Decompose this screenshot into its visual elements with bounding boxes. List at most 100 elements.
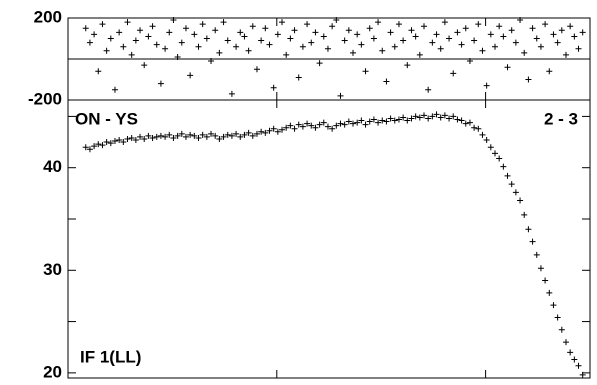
point — [491, 43, 498, 50]
point — [387, 115, 394, 122]
point — [446, 115, 453, 122]
point — [320, 33, 327, 40]
point — [533, 35, 540, 42]
point — [187, 131, 194, 138]
point — [103, 139, 110, 146]
point — [558, 27, 565, 34]
point — [203, 133, 210, 140]
point — [533, 251, 540, 258]
point — [567, 349, 574, 356]
point — [287, 122, 294, 129]
point — [208, 58, 215, 65]
point — [329, 125, 336, 132]
point — [517, 17, 524, 24]
point — [408, 27, 415, 34]
point — [508, 181, 515, 188]
point — [287, 35, 294, 42]
point — [266, 127, 273, 134]
point — [337, 120, 344, 127]
point — [216, 49, 223, 56]
point — [412, 113, 419, 120]
point — [199, 21, 206, 28]
point — [162, 133, 169, 140]
annotation: ON - YS — [75, 109, 138, 128]
point — [324, 123, 331, 130]
point — [99, 21, 106, 28]
point — [358, 41, 365, 48]
point — [170, 134, 177, 141]
point — [466, 119, 473, 126]
point — [95, 141, 102, 148]
point — [358, 117, 365, 124]
point — [320, 119, 327, 126]
point — [437, 45, 444, 52]
point — [500, 33, 507, 40]
point — [379, 47, 386, 54]
point — [124, 135, 131, 142]
point — [304, 120, 311, 127]
point — [120, 43, 127, 50]
point — [245, 129, 252, 136]
annotation: IF 1(LL) — [80, 347, 141, 366]
point — [350, 49, 357, 56]
point — [233, 130, 240, 137]
point — [137, 27, 144, 34]
point — [203, 35, 210, 42]
point — [308, 122, 315, 129]
point — [270, 84, 277, 91]
point — [137, 133, 144, 140]
point — [274, 31, 281, 38]
point — [312, 124, 319, 131]
point — [162, 45, 169, 52]
point — [182, 133, 189, 140]
point — [575, 362, 582, 369]
point — [241, 131, 248, 138]
point — [145, 33, 152, 40]
point — [228, 132, 235, 139]
point — [475, 125, 482, 132]
point — [253, 66, 260, 73]
point — [182, 25, 189, 32]
point — [491, 150, 498, 157]
point — [258, 37, 265, 44]
point — [387, 29, 394, 36]
point — [86, 146, 93, 153]
point — [546, 289, 553, 296]
point — [299, 123, 306, 130]
point — [375, 119, 382, 126]
point — [337, 92, 344, 99]
point — [220, 133, 227, 140]
point — [333, 17, 340, 24]
point — [462, 25, 469, 32]
point — [354, 119, 361, 126]
point — [270, 125, 277, 132]
point — [546, 68, 553, 75]
point — [341, 37, 348, 44]
point — [458, 41, 465, 48]
point — [550, 302, 557, 309]
point — [404, 117, 411, 124]
point — [258, 128, 265, 135]
point — [187, 72, 194, 79]
point — [208, 130, 215, 137]
point — [178, 39, 185, 46]
point — [571, 356, 578, 363]
point — [212, 132, 219, 139]
point — [362, 68, 369, 75]
point — [512, 189, 519, 196]
point — [228, 90, 235, 97]
point — [529, 238, 536, 245]
point — [216, 135, 223, 142]
point — [362, 121, 369, 128]
point — [279, 19, 286, 26]
point — [404, 62, 411, 69]
point — [437, 114, 444, 121]
point — [283, 124, 290, 131]
point — [241, 33, 248, 40]
point — [412, 33, 419, 40]
point — [224, 131, 231, 138]
point — [496, 23, 503, 30]
point — [124, 19, 131, 26]
point — [475, 21, 482, 28]
point — [178, 130, 185, 137]
